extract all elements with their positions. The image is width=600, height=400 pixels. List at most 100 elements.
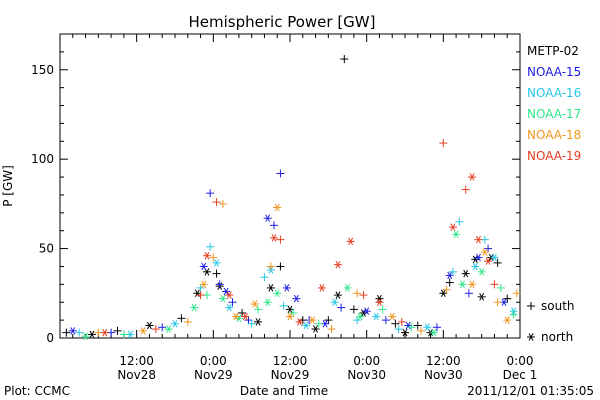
data-point-metp-02-south [391, 319, 400, 328]
data-point-noaa-17-north [164, 325, 173, 333]
data-point-noaa-17-south [119, 330, 128, 339]
data-point-noaa-17-north [218, 294, 227, 303]
data-point-noaa-17-north [477, 268, 486, 276]
data-point-metp-02-north [461, 269, 470, 278]
data-point-noaa-15-south [228, 298, 237, 307]
data-point-noaa-18-south [209, 253, 218, 262]
x-axis-ticks: 12:00Nov280:00Nov2912:00Nov290:00Nov3012… [59, 34, 537, 382]
data-point-noaa-19-south [439, 139, 448, 148]
data-point-noaa-18-south [218, 199, 227, 208]
data-point-metp-02-south [340, 55, 349, 64]
data-point-noaa-19-north [317, 284, 326, 292]
data-point-noaa-19-north [448, 223, 457, 231]
data-point-metp-02-north [145, 321, 154, 330]
y-tick-label: 150 [31, 63, 54, 77]
data-point-noaa-19-north [100, 328, 109, 337]
data-point-noaa-19-north [474, 235, 483, 244]
legend-hemisphere-south: south [527, 299, 575, 313]
y-tick-label: 50 [39, 242, 54, 256]
data-point-noaa-15-north [362, 307, 371, 315]
data-point-metp-02-south [324, 316, 333, 325]
data-point-noaa-19-north [333, 260, 342, 269]
data-point-metp-02-south [413, 321, 422, 330]
data-point-noaa-18-north [468, 280, 477, 289]
data-point-noaa-19-north [346, 237, 355, 246]
legend-hemisphere-north: north [527, 330, 573, 344]
data-point-noaa-16-south [455, 217, 464, 226]
data-point-noaa-18-south [493, 298, 502, 307]
data-point-noaa-18-south [183, 317, 192, 326]
legend-entry-noaa-17: NOAA-17 [527, 107, 581, 121]
data-points [62, 55, 521, 340]
x-tick-date-label: Nov29 [194, 368, 233, 382]
data-point-noaa-19-north [468, 173, 477, 181]
data-point-noaa-19-south [359, 291, 368, 300]
data-point-noaa-16-south [247, 319, 256, 328]
x-tick-date-label: Nov30 [424, 368, 463, 382]
data-point-noaa-19-north [202, 251, 211, 260]
data-point-noaa-19-south [196, 291, 205, 300]
data-point-noaa-18-north [388, 312, 397, 321]
y-tick-label: 100 [31, 152, 54, 166]
data-point-noaa-16-south [448, 267, 457, 276]
legend-entry-noaa-18: NOAA-18 [527, 128, 581, 142]
legend-entry-metp-02: METP-02 [527, 44, 579, 58]
legend-hemisphere-label: south [541, 299, 575, 313]
data-point-noaa-18-north [503, 316, 512, 324]
data-point-noaa-16-north [225, 303, 234, 312]
x-tick-time-label: 12:00 [273, 354, 308, 368]
data-point-noaa-18-north [199, 280, 208, 289]
data-point-noaa-17-north [452, 230, 461, 239]
data-point-metp-02-north [401, 328, 409, 337]
data-point-metp-02-north [311, 325, 320, 333]
data-point-noaa-17-south [314, 319, 323, 328]
data-point-noaa-17-north [190, 303, 199, 312]
data-point-noaa-18-south [266, 262, 275, 271]
data-point-noaa-19-south [276, 235, 285, 244]
y-tick-label: 0 [46, 331, 54, 345]
data-point-metp-02-north [286, 305, 294, 314]
data-point-metp-02-south [62, 328, 71, 337]
data-point-metp-02-south [238, 308, 247, 317]
data-point-noaa-17-south [496, 283, 505, 292]
data-point-noaa-19-north [270, 234, 279, 242]
data-point-noaa-15-south [270, 221, 279, 230]
data-point-metp-02-south [276, 262, 285, 271]
data-point-noaa-16-north [423, 323, 432, 332]
data-point-noaa-15-north [222, 287, 231, 296]
data-point-metp-02-south [445, 278, 454, 287]
data-point-noaa-17-south [254, 305, 263, 314]
x-tick-time-label: 12:00 [119, 354, 154, 368]
x-tick-time-label: 12:00 [426, 354, 461, 368]
data-point-noaa-15-south [484, 244, 493, 253]
legend-entry-noaa-15: NOAA-15 [527, 65, 581, 79]
data-point-noaa-19-north [241, 312, 250, 321]
data-point-noaa-15-south [381, 316, 390, 325]
data-point-noaa-15-north [199, 262, 208, 271]
data-point-noaa-15-south [244, 316, 253, 325]
data-point-noaa-16-north [330, 298, 339, 306]
data-point-noaa-15-north [404, 321, 413, 330]
data-point-noaa-17-south [407, 323, 416, 332]
data-point-noaa-16-north [301, 321, 310, 330]
data-point-noaa-16-south [394, 325, 403, 334]
data-point-noaa-17-north [458, 280, 467, 289]
data-point-noaa-18-north [250, 300, 259, 308]
legend: METP-02 NOAA-15 NOAA-16 NOAA-17 NOAA-18 NOAA-… [527, 44, 581, 344]
data-point-noaa-16-south [353, 316, 362, 325]
legend-entry-noaa-16: NOAA-16 [527, 86, 581, 100]
data-point-noaa-18-north [308, 316, 317, 324]
x-tick-date-label: Nov29 [271, 368, 310, 382]
data-point-noaa-19-north [375, 298, 384, 306]
data-point-noaa-16-north [372, 312, 381, 321]
data-point-noaa-15-north [474, 253, 483, 262]
data-point-noaa-18-north [273, 203, 282, 212]
data-point-noaa-15-north [292, 294, 301, 303]
data-point-noaa-19-south [212, 198, 221, 207]
data-point-metp-02-north [477, 293, 486, 301]
data-point-noaa-16-south [75, 328, 84, 337]
data-point-noaa-15-south [432, 323, 441, 332]
data-point-noaa-15-south [337, 303, 346, 312]
data-point-noaa-19-south [461, 185, 470, 194]
data-point-noaa-18-north [139, 327, 148, 335]
